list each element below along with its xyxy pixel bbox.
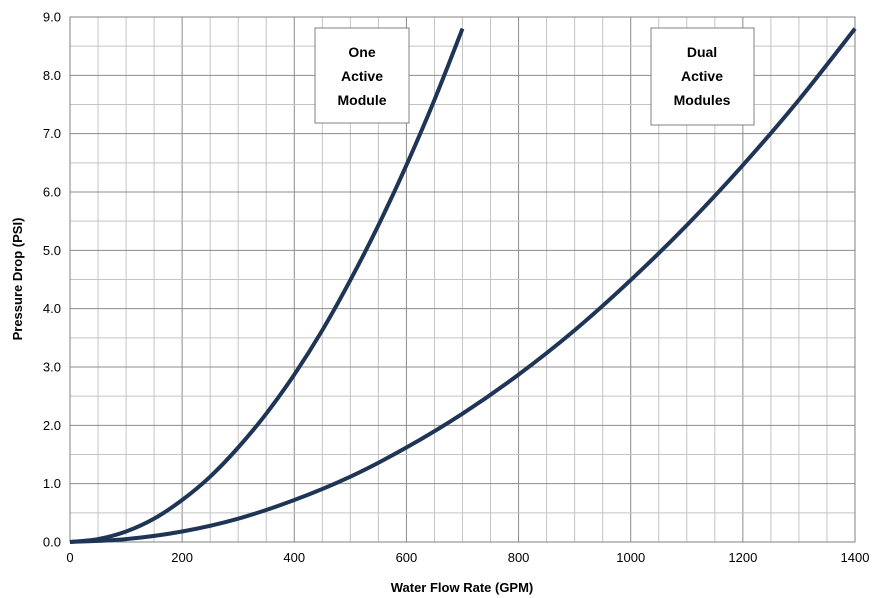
y-axis-label: Pressure Drop (PSI) [10,218,25,341]
annotation-box [314,27,410,124]
annotation-line: Modules [674,92,731,108]
x-tick-label: 1400 [841,550,870,565]
annotation-line: One [348,44,375,60]
y-tick-labels: 0.0 1.0 2.0 3.0 4.0 5.0 6.0 7.0 8.0 9.0 [43,10,61,550]
plot-border [69,16,856,543]
y-tick-label: 3.0 [43,360,61,375]
x-axis-label: Water Flow Rate (GPM) [391,580,534,595]
annotation-line: Active [341,68,383,84]
y-tick-label: 4.0 [43,301,61,316]
annotation-one-active-module: One Active Module [314,27,410,124]
x-tick-label: 1000 [616,550,645,565]
x-tick-labels: 0 200 400 600 800 1000 1200 1400 [66,550,869,565]
y-tick-label: 1.0 [43,476,61,491]
series-line-dual-active-modules [69,27,857,544]
annotation-line: Active [681,68,723,84]
annotation-dual-active-modules: Dual Active Modules [650,27,755,126]
x-tick-label: 600 [396,550,418,565]
x-tick-label: 800 [508,550,530,565]
y-tick-label: 7.0 [43,126,61,141]
y-tick-label: 8.0 [43,68,61,83]
x-tick-label: 400 [283,550,305,565]
annotation-box [650,27,755,126]
x-tick-label: 1200 [728,550,757,565]
annotation-line: Dual [687,44,717,60]
x-tick-label: 0 [66,550,73,565]
y-tick-label: 0.0 [43,535,61,550]
series-line-one-active-module [69,27,465,544]
y-tick-label: 9.0 [43,10,61,25]
y-tick-label: 6.0 [43,185,61,200]
series-layer [69,27,857,544]
y-tick-label: 5.0 [43,243,61,258]
x-tick-label: 200 [171,550,193,565]
y-tick-label: 2.0 [43,418,61,433]
annotation-line: Module [338,92,387,108]
